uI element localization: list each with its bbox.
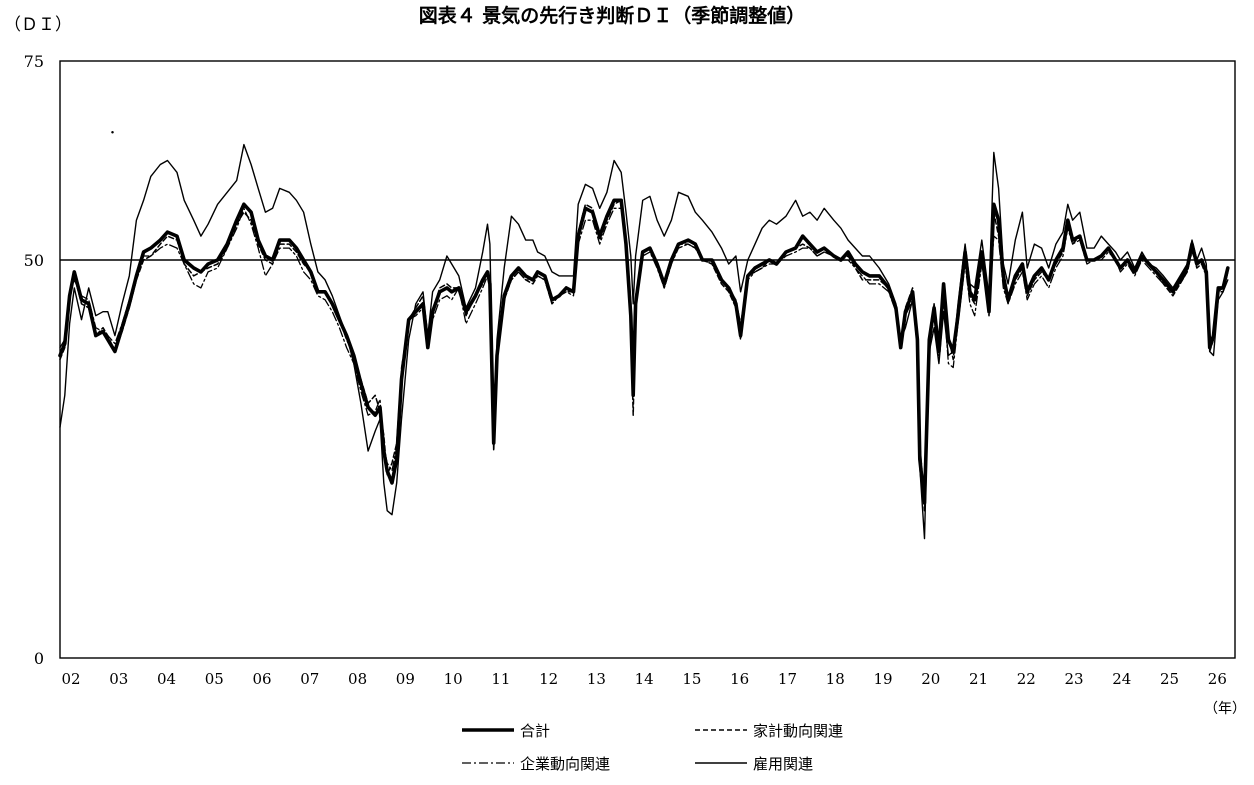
x-tick-label: 03 — [109, 670, 128, 688]
x-tick-label: 17 — [778, 670, 797, 688]
x-axis-unit-label: （年） — [1204, 701, 1246, 717]
x-tick-label: 13 — [587, 670, 606, 688]
annotation-mark: ・ — [107, 126, 119, 140]
chart-title: 図表４ 景気の先行き判断ＤＩ（季節調整値） — [419, 4, 806, 27]
x-tick-label: 22 — [1017, 670, 1036, 688]
x-tick-label: 07 — [300, 670, 319, 688]
x-tick-label: 09 — [396, 670, 415, 688]
series-line-3 — [59, 143, 1229, 540]
x-tick-label: 06 — [253, 670, 272, 688]
plot-area — [59, 60, 1236, 659]
x-tick-label: 15 — [682, 670, 701, 688]
x-tick-label: 23 — [1065, 670, 1084, 688]
x-tick-label: 05 — [205, 670, 224, 688]
series-line-1 — [59, 199, 1229, 512]
y-tick-label: 50 — [24, 251, 44, 270]
x-tick-label: 20 — [921, 670, 940, 688]
legend-label: 合計 — [520, 722, 550, 740]
y-tick-label: 0 — [34, 649, 44, 668]
x-tick-label: 08 — [348, 670, 367, 688]
x-tick-label: 14 — [635, 670, 654, 688]
x-tick-label: 21 — [969, 670, 988, 688]
annotation-layer: ・ — [107, 126, 119, 140]
y-axis-ticks: 0 50 75 — [24, 52, 44, 668]
x-tick-label: 25 — [1160, 670, 1179, 688]
x-tick-label: 02 — [61, 670, 80, 688]
x-tick-label: 26 — [1208, 670, 1227, 688]
series-line-0 — [58, 198, 1230, 505]
legend-label: 家計動向関連 — [753, 722, 843, 740]
x-tick-label: 19 — [873, 670, 892, 688]
x-tick-label: 16 — [730, 670, 749, 688]
x-axis-ticks: 02 03 04 05 06 07 08 09 10 11 12 13 14 15 16 17 18 19 20 21… — [61, 670, 1226, 688]
x-tick-label: 04 — [157, 670, 176, 688]
x-tick-label: 10 — [444, 670, 463, 688]
legend-label: 雇用関連 — [753, 755, 813, 773]
x-tick-label: 12 — [539, 670, 558, 688]
legend-label: 企業動向関連 — [520, 755, 610, 773]
series-layer — [58, 143, 1230, 540]
x-tick-label: 24 — [1112, 670, 1131, 688]
y-tick-label: 75 — [24, 52, 44, 71]
y-axis-label: （ＤＩ） — [4, 15, 72, 35]
x-tick-label: 18 — [826, 670, 845, 688]
x-tick-label: 11 — [491, 670, 510, 688]
